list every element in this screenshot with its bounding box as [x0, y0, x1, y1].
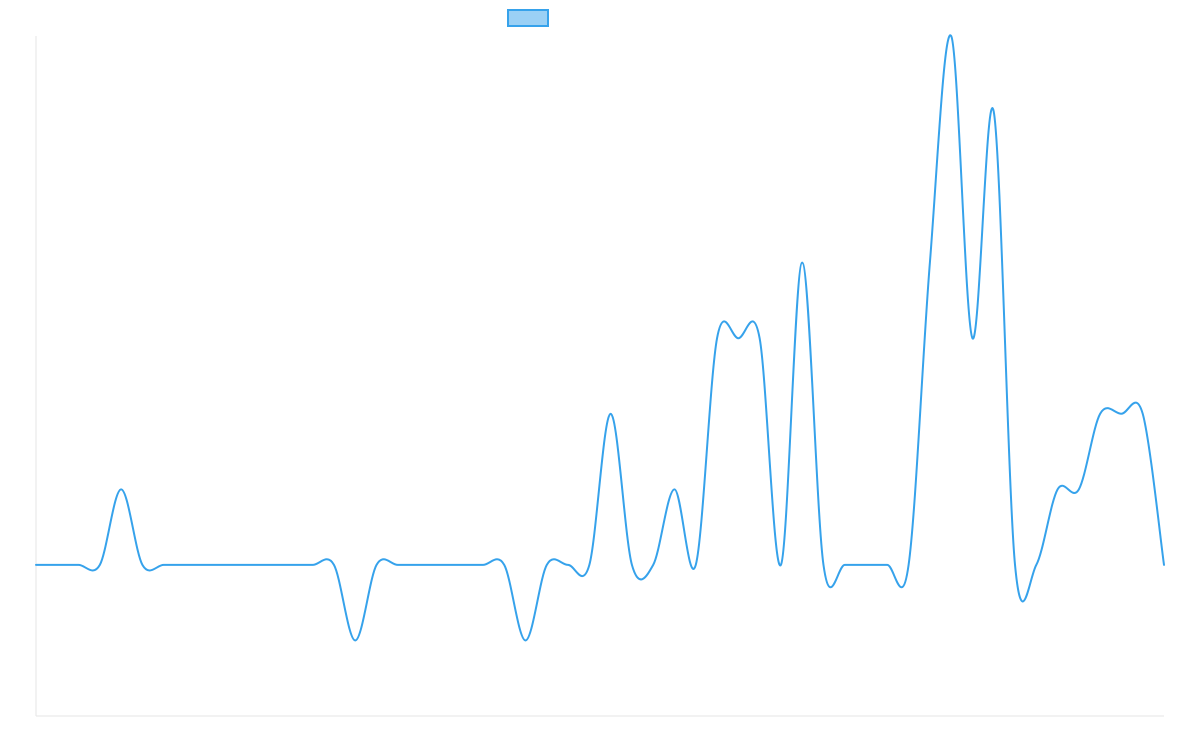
legend-swatch	[507, 9, 549, 27]
data-point-3	[98, 563, 101, 566]
data-point-1	[56, 563, 59, 566]
data-point-46	[1014, 563, 1017, 566]
data-point-8	[205, 563, 208, 566]
data-point-31	[694, 563, 697, 566]
data-point-26	[588, 563, 591, 566]
data-point-6	[162, 563, 165, 566]
data-point-12	[290, 563, 293, 566]
data-point-34	[758, 337, 761, 340]
data-point-18	[418, 563, 421, 566]
data-point-42	[928, 261, 931, 264]
data-point-23	[524, 639, 527, 642]
data-point-4	[120, 488, 123, 491]
data-point-11	[269, 563, 272, 566]
data-point-52	[1141, 412, 1144, 415]
data-point-36	[801, 261, 804, 264]
data-point-22	[503, 563, 506, 566]
data-point-5	[141, 563, 144, 566]
data-point-40	[886, 563, 889, 566]
data-point-41	[907, 563, 910, 566]
data-point-29	[652, 563, 655, 566]
data-point-37	[822, 563, 825, 566]
data-point-38	[843, 563, 846, 566]
data-point-13	[311, 563, 314, 566]
data-point-50	[1099, 412, 1102, 415]
data-point-9	[226, 563, 229, 566]
data-point-43	[950, 35, 953, 38]
data-point-45	[992, 110, 995, 113]
data-point-53	[1163, 563, 1166, 566]
data-point-35	[779, 563, 782, 566]
data-point-20	[460, 563, 463, 566]
data-point-44	[971, 337, 974, 340]
data-point-0	[35, 563, 38, 566]
data-point-51	[1120, 412, 1123, 415]
data-point-24	[545, 563, 548, 566]
data-point-21	[481, 563, 484, 566]
series-line-0	[35, 34, 1165, 642]
data-point-15	[354, 639, 357, 642]
data-point-2	[77, 563, 80, 566]
data-point-16	[375, 563, 378, 566]
legend	[507, 9, 549, 27]
data-point-10	[247, 563, 250, 566]
data-point-17	[396, 563, 399, 566]
data-point-48	[1056, 488, 1059, 491]
data-point-27	[609, 412, 612, 415]
data-point-19	[439, 563, 442, 566]
data-point-33	[737, 337, 740, 340]
data-point-30	[673, 488, 676, 491]
data-point-25	[567, 563, 570, 566]
data-point-39	[865, 563, 868, 566]
data-point-7	[183, 563, 186, 566]
data-point-28	[630, 563, 633, 566]
series-layer	[35, 34, 1166, 642]
data-point-49	[1077, 488, 1080, 491]
data-point-32	[716, 337, 719, 340]
data-point-14	[332, 563, 335, 566]
data-point-47	[1035, 563, 1038, 566]
